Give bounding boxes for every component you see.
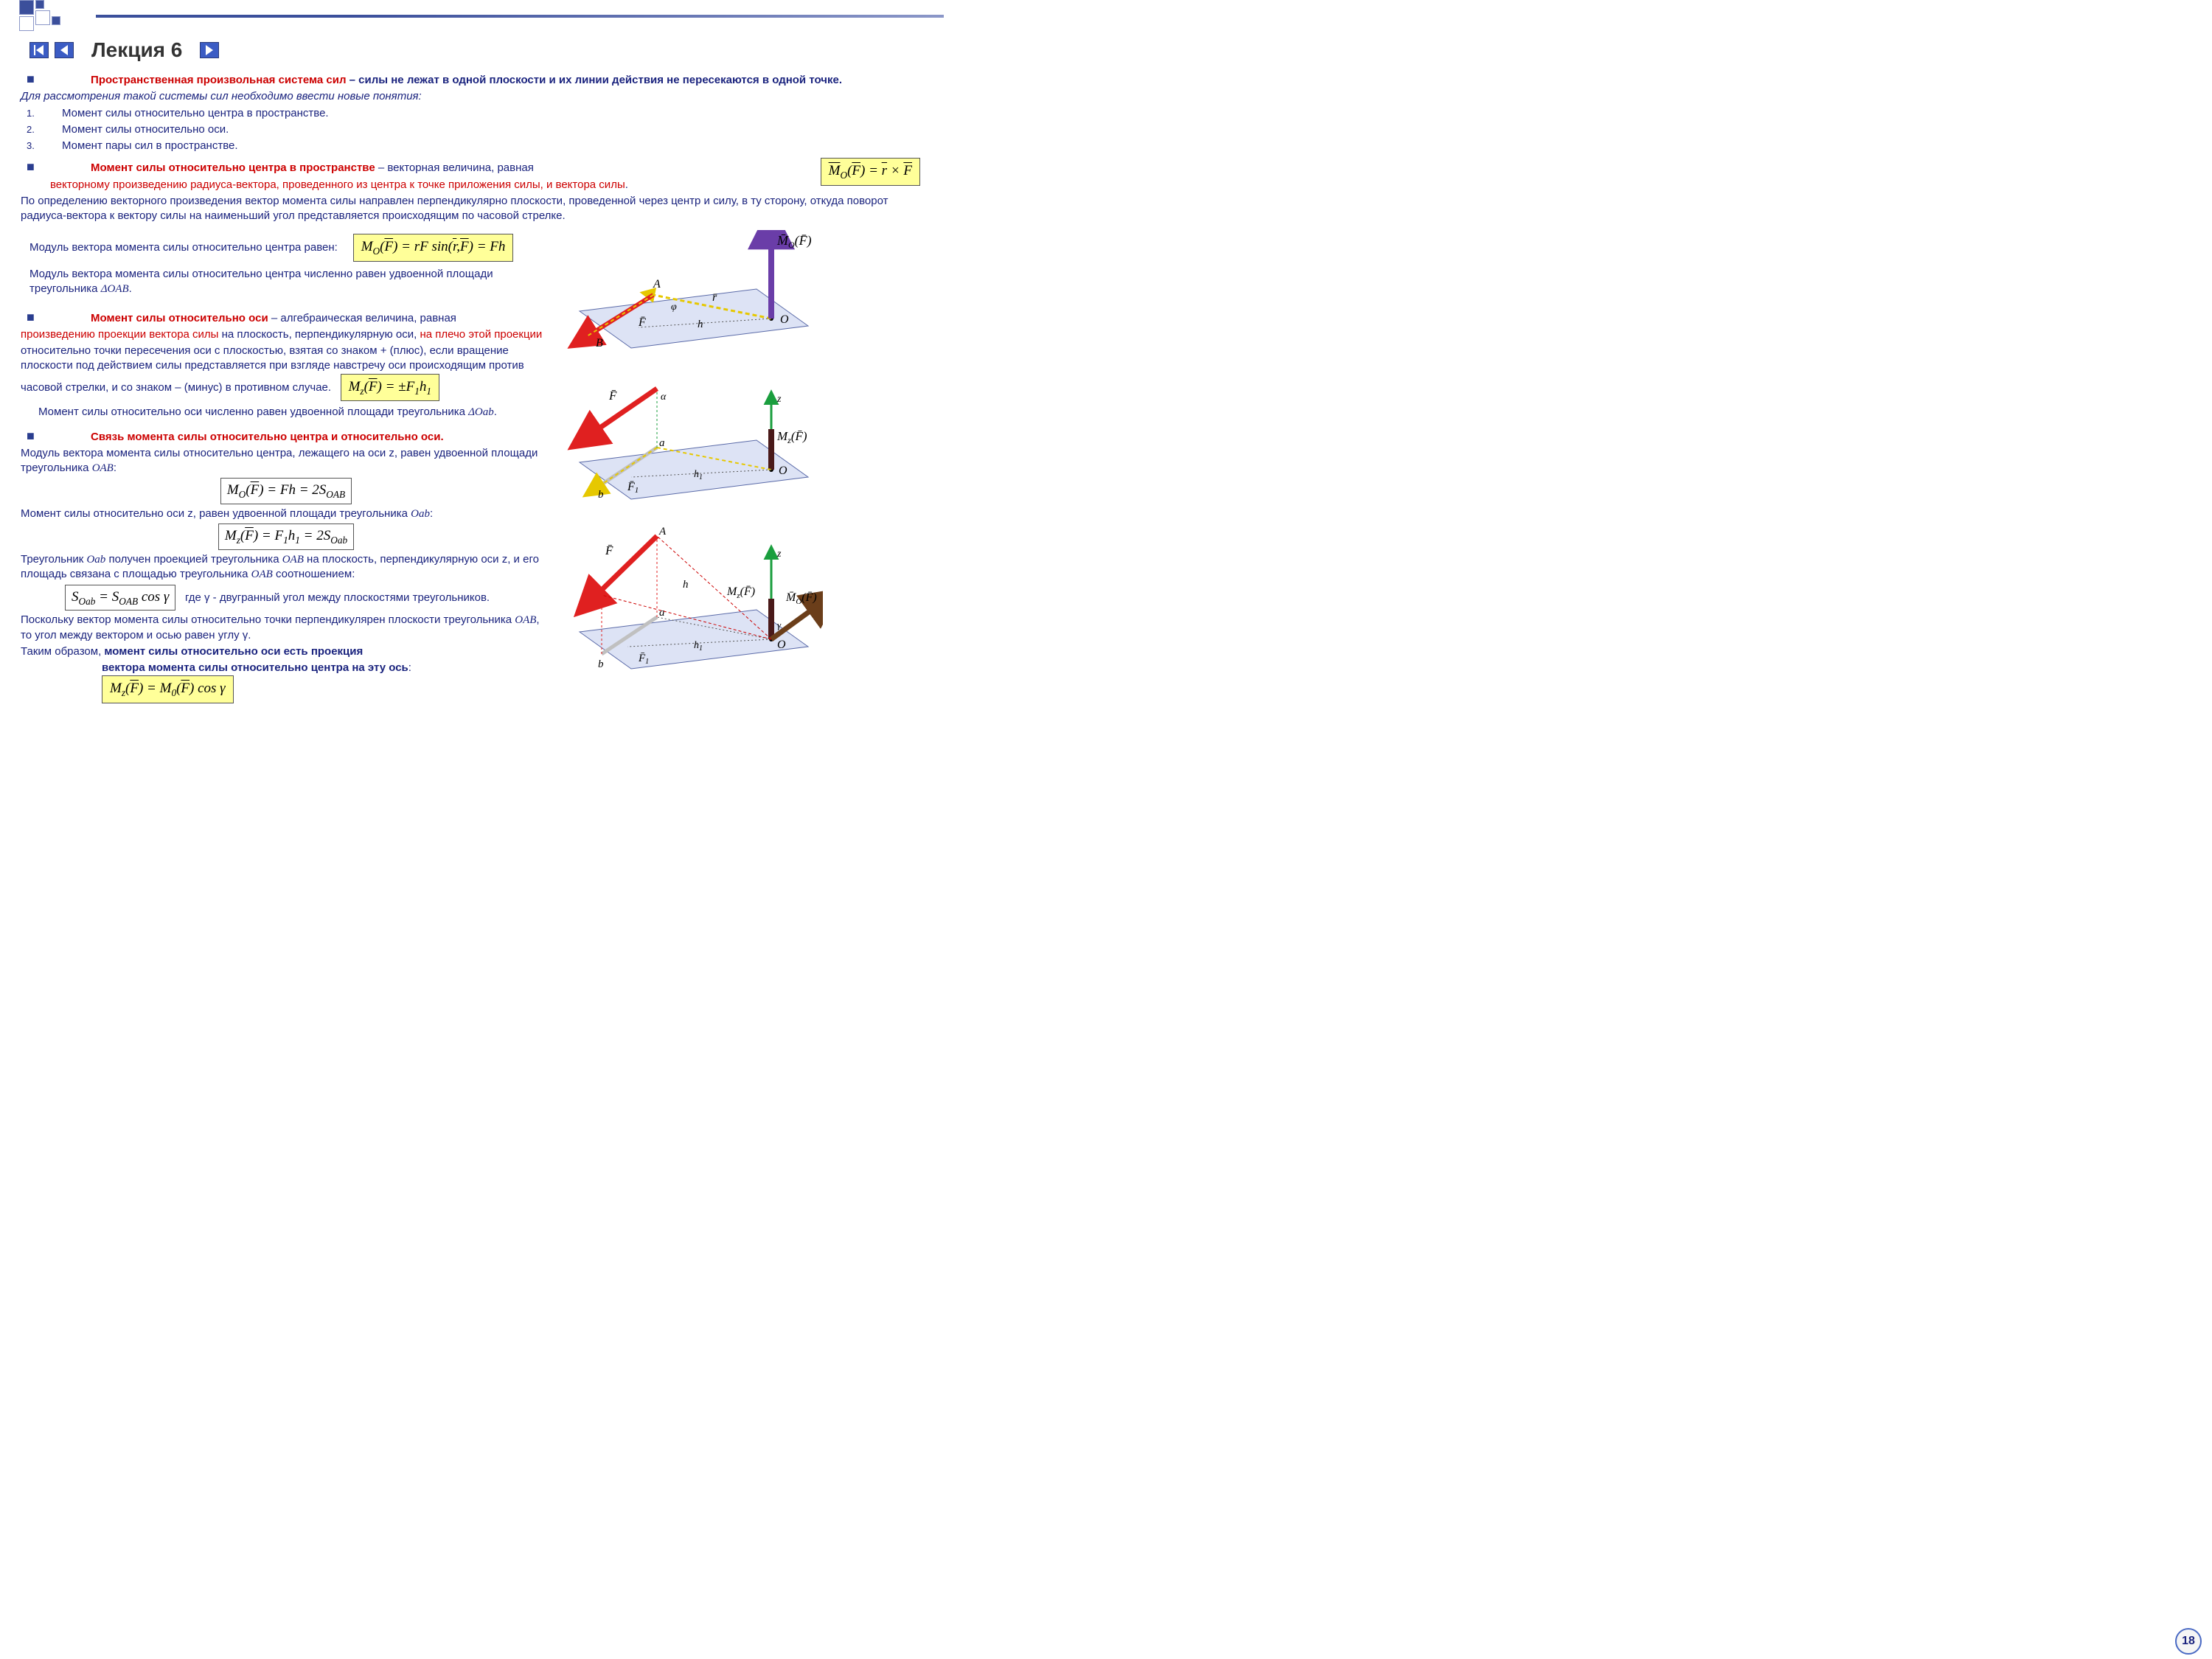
figure-moment-center: O r̄ A B F̄ h φ M̄O(F̄) [557, 230, 823, 359]
formula-2soab: MO(F) = Fh = 2SOAB [220, 478, 352, 504]
sec3-l1: Модуль вектора момента силы относительно… [21, 445, 552, 477]
sec1-mod-label: Модуль вектора момента силы относительно… [21, 241, 338, 254]
formula-final: Mz(F) = M0(F) cos γ [102, 675, 234, 703]
header: Лекция 6 [0, 35, 944, 69]
svg-text:α: α [661, 392, 667, 403]
nav-first[interactable] [29, 42, 49, 58]
intro-heading: Пространственная произвольная система си… [38, 74, 346, 86]
sec2-mod-text: Момент силы относительно оси численно ра… [21, 402, 552, 420]
sec2-l2b: на плоскость, перпендикулярную оси, [218, 328, 420, 341]
lecture-title: Лекция 6 [80, 38, 194, 62]
sec2-l2a: произведению проекции вектора силы [21, 328, 218, 341]
svg-text:O: O [780, 313, 789, 326]
svg-text:a: a [659, 437, 665, 449]
sec3-l6b2: вектора момента силы относительно центра… [102, 661, 408, 674]
sec1-body2: векторному произведению радиуса-вектора,… [50, 178, 625, 191]
intro-item3: Момент пары сил в пространстве. [62, 139, 238, 152]
svg-text:A: A [653, 278, 661, 291]
svg-text:γ: γ [777, 619, 782, 630]
formula-2soab2: Mz(F) = F1h1 = 2SOab [218, 524, 354, 550]
svg-text:b: b [598, 658, 604, 670]
svg-text:h: h [683, 579, 689, 591]
svg-text:B: B [591, 591, 598, 602]
figure-moment-axis: O z Mz(F̄) a b F̄1 h1 F̄ α [557, 359, 823, 507]
sec3-heading: Связь момента силы относительно центра и… [38, 431, 444, 443]
sec2-l2c: на плечо этой проекции [420, 328, 542, 341]
svg-text:M̄O(F̄): M̄O(F̄) [776, 233, 812, 250]
svg-text:r̄: r̄ [712, 291, 717, 304]
sec2-l3: относительно точки пересечения оси с пло… [21, 344, 524, 393]
svg-text:z: z [776, 394, 782, 405]
decor-top [0, 0, 944, 35]
sec1-heading: Момент силы относительно центра в простр… [38, 161, 375, 174]
svg-text:b: b [598, 489, 604, 501]
svg-text:a: a [659, 607, 665, 619]
page-number: 18 [2175, 1628, 2202, 1655]
sec3-l3: Треугольник Oab получен проекцией треуго… [21, 552, 552, 583]
svg-text:Mz(F̄): Mz(F̄) [726, 585, 755, 600]
sec2-body1: – алгебраическая величина, равная [268, 312, 456, 324]
intro-item1: Момент силы относительно центра в простр… [62, 107, 329, 119]
formula-cross: MO(F) = r × F [821, 158, 920, 186]
formula-mz: Mz(F) = ±F1h1 [341, 374, 439, 402]
svg-text:O: O [779, 465, 787, 477]
svg-text:O: O [777, 639, 786, 651]
svg-text:h: h [698, 319, 703, 330]
svg-text:φ: φ [671, 302, 677, 313]
svg-text:F̄: F̄ [608, 389, 617, 403]
intro-body: – силы не лежат в одной плоскости и их л… [347, 74, 843, 86]
svg-text:B: B [596, 337, 603, 349]
svg-text:A: A [658, 526, 667, 538]
sec3-l2: Момент силы относительно оси z, равен уд… [21, 506, 552, 522]
sec3-l6b: момент силы относительно оси есть проекц… [104, 645, 363, 658]
figure-relation: O z Mz(F̄) a b F̄1 h1 A B F̄ [557, 507, 823, 676]
formula-cosg: SOab = SOAB cos γ [65, 585, 175, 611]
svg-text:z: z [776, 549, 782, 560]
sec1-mod-text: Модуль вектора момента силы относительно… [21, 262, 552, 297]
intro-note: Для рассмотрения такой системы сил необх… [21, 88, 923, 105]
sec1-body1: – векторная величина, равная [375, 161, 534, 174]
svg-text:F̄: F̄ [605, 543, 613, 557]
nav-prev[interactable] [55, 42, 74, 58]
sec3-l5: Поскольку вектор момента силы относитель… [21, 612, 552, 644]
sec1-body3: По определению векторного произведения в… [21, 193, 923, 225]
svg-text:Mz(F̄): Mz(F̄) [776, 429, 807, 445]
sec3-l6a: Таким образом, [21, 645, 104, 658]
nav-next[interactable] [200, 42, 219, 58]
sec3-l4: где γ - двугранный угол между плоскостям… [185, 591, 490, 603]
formula-mod-mo: MO(F) = rF sin(r,F) = Fh [353, 234, 514, 262]
svg-text:M̄O(F̄): M̄O(F̄) [785, 591, 817, 606]
intro-item2: Момент силы относительно оси. [62, 123, 229, 136]
figures: O r̄ A B F̄ h φ M̄O(F̄) [557, 230, 923, 704]
content: ■ Пространственная произвольная система … [0, 69, 944, 719]
sec2-heading: Момент силы относительно оси [38, 312, 268, 324]
